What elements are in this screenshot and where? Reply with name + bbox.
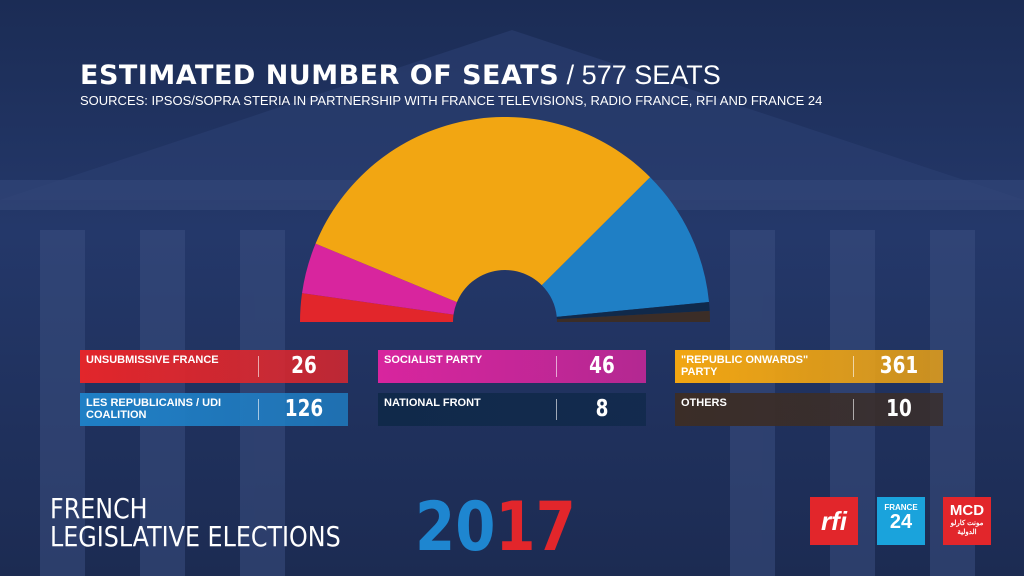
legend-item: NATIONAL FRONT 8 — [378, 393, 646, 426]
legend-value: 126 — [284, 396, 324, 422]
divider — [556, 356, 557, 377]
legend-label: SOCIALIST PARTY — [384, 354, 483, 366]
logo-rfi: rfi — [810, 497, 858, 545]
legend-value: 10 — [886, 396, 912, 422]
title-main: ESTIMATED NUMBER OF SEATS — [80, 60, 560, 91]
legend-item: OTHERS 10 — [675, 393, 943, 426]
legend-label: UNSUBMISSIVE FRANCE — [86, 354, 219, 366]
logo-text: MCD — [949, 502, 985, 519]
legend-value: 361 — [879, 353, 919, 379]
footer-line2: LEGISLATIVE ELECTIONS — [50, 520, 341, 553]
title-suffix: / 577 SEATS — [566, 60, 721, 90]
legend-label: OTHERS — [681, 397, 727, 409]
divider — [258, 399, 259, 420]
logo-text: مونت كارلو الدولية — [950, 520, 984, 536]
divider — [258, 356, 259, 377]
logo-text: 24 — [889, 511, 913, 533]
divider — [853, 399, 854, 420]
legend-item: SOCIALIST PARTY 46 — [378, 350, 646, 383]
legend-label: LES REPUBLICAINS / UDI COALITION — [86, 397, 222, 421]
divider — [853, 356, 854, 377]
logo-mcd: MCD مونت كارلو الدولية — [943, 497, 991, 545]
seat-segment — [556, 310, 710, 322]
legend-item: "REPUBLIC ONWARDS" PARTY 361 — [675, 350, 943, 383]
legend-value: 8 — [595, 396, 609, 422]
legend-item: LES REPUBLICAINS / UDI COALITION 126 — [80, 393, 348, 426]
legend-value: 26 — [291, 353, 317, 379]
legend-label: "REPUBLIC ONWARDS" PARTY — [681, 354, 809, 378]
chart-title: ESTIMATED NUMBER OF SEATS / 577 SEATS — [80, 60, 721, 91]
logo-text: FRANCE — [884, 503, 918, 512]
legend-value: 46 — [589, 353, 615, 379]
seat-segment — [541, 177, 710, 317]
legend-label: NATIONAL FRONT — [384, 397, 481, 409]
footer-year: 2017 — [415, 488, 576, 567]
seat-segment — [556, 301, 710, 320]
footer-line1: FRENCH — [50, 492, 148, 525]
seat-segment — [315, 117, 651, 303]
legend-item: UNSUBMISSIVE FRANCE 26 — [80, 350, 348, 383]
logo-france24: FRANCE 24 — [877, 497, 925, 545]
divider — [556, 399, 557, 420]
seat-segment — [300, 293, 454, 322]
seat-segment — [302, 243, 457, 315]
subtitle: SOURCES: IPSOS/SOPRA STERIA IN PARTNERSH… — [80, 93, 823, 108]
